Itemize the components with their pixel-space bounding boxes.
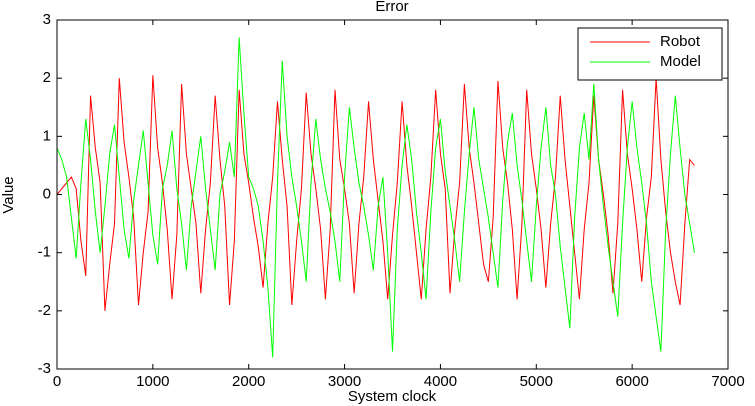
chart-title: Error <box>375 0 408 15</box>
legend-label: Robot <box>660 33 701 50</box>
x-tick-label: 6000 <box>615 373 648 390</box>
x-tick-label: 7000 <box>711 373 744 390</box>
y-tick-label: 2 <box>43 69 51 86</box>
legend-label: Model <box>660 53 701 70</box>
x-tick-label: 0 <box>53 373 61 390</box>
x-tick-label: 4000 <box>424 373 457 390</box>
x-axis-label: System clock <box>348 388 437 405</box>
y-tick-label: 1 <box>43 127 51 144</box>
x-tick-label: 5000 <box>520 373 553 390</box>
y-tick-label: 3 <box>43 11 51 28</box>
x-tick-label: 3000 <box>328 373 361 390</box>
y-tick-label: -3 <box>38 360 51 377</box>
x-tick-label: 2000 <box>232 373 265 390</box>
y-tick-label: -2 <box>38 302 51 319</box>
line-series <box>56 75 695 311</box>
x-tick-label: 1000 <box>136 373 169 390</box>
y-axis-label: Value <box>0 176 17 213</box>
y-tick-label: -1 <box>38 244 51 261</box>
y-tick-label: 0 <box>43 185 51 202</box>
legend-box <box>577 27 723 81</box>
line-series <box>56 37 695 358</box>
